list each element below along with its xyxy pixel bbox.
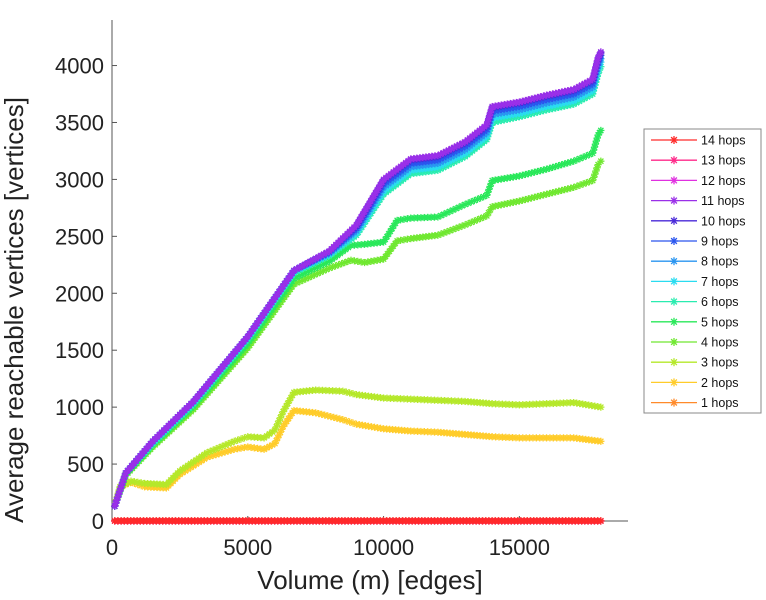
data-point-marker: [341, 258, 349, 267]
legend: 14 hops 13 hops 12 hops 11 hops 10 hops 9 hop…: [643, 128, 762, 414]
legend-label: 12 hops: [701, 174, 745, 188]
legend-label: 1 hops: [701, 396, 739, 410]
data-point-marker: [597, 48, 605, 56]
y-tick-label: 0: [92, 509, 104, 534]
legend-marker: [670, 378, 678, 387]
series-markers: [111, 58, 605, 510]
series-9-hops: [111, 51, 605, 510]
legend-marker: [670, 277, 678, 286]
y-tick-label: 3500: [55, 110, 104, 135]
series-markers: [111, 63, 605, 510]
series-14-hops: [111, 517, 605, 525]
data-point-marker: [597, 403, 605, 411]
series-markers: [111, 49, 605, 510]
y-tick-label: 2500: [55, 224, 104, 249]
legend-marker: [670, 216, 678, 225]
legend-marker: [670, 176, 678, 185]
x-tick-label: 10000: [353, 535, 414, 560]
series-10-hops: [111, 49, 605, 510]
series-markers: [111, 386, 605, 510]
y-tick-label: 4000: [55, 54, 104, 79]
series-line: [114, 160, 602, 507]
data-point-marker: [279, 408, 287, 416]
legend-box: [643, 128, 762, 414]
series-4-hops: [111, 157, 605, 510]
legend-label: 13 hops: [701, 154, 745, 168]
legend-label: 3 hops: [701, 356, 739, 370]
series-line: [114, 130, 602, 507]
legend-marker: [670, 297, 678, 306]
y-tick-label: 1000: [55, 395, 104, 420]
data-point-marker: [328, 263, 336, 271]
series-7-hops: [111, 58, 605, 510]
legend-label: 8 hops: [701, 255, 739, 269]
x-tick-label: 15000: [489, 535, 550, 560]
series-markers: [111, 517, 605, 525]
data-point-marker: [597, 517, 605, 525]
legend-marker: [670, 156, 678, 165]
legend-marker: [670, 257, 678, 266]
series-markers: [111, 406, 605, 510]
data-point-marker: [209, 446, 217, 454]
series-6-hops: [111, 63, 605, 510]
series-8-hops: [111, 55, 605, 510]
series-markers: [111, 55, 605, 510]
x-tick-label: 5000: [223, 535, 272, 560]
legend-marker: [670, 317, 678, 326]
series-2-hops: [111, 406, 605, 510]
data-point-marker: [234, 436, 242, 444]
legend-label: 2 hops: [701, 376, 739, 390]
y-tick-label: 3000: [55, 167, 104, 192]
legend-label: 10 hops: [701, 214, 745, 228]
series-markers: [111, 51, 605, 510]
legend-marker: [670, 136, 678, 144]
data-point-marker: [308, 272, 316, 280]
series-11-hops: [111, 48, 605, 510]
data-point-marker: [597, 437, 605, 445]
x-axis-label: Volume (m) [edges]: [257, 565, 482, 595]
data-point-marker: [288, 391, 297, 399]
series-5-hops: [111, 126, 605, 510]
series-lines: [111, 48, 605, 525]
series-markers: [111, 126, 605, 510]
tick-labels: 0 500 1000 1500 2000 2500 3000 3500 4000 0 5000 100…: [55, 54, 550, 560]
y-axis-label: Average reachable vertices [vertices]: [0, 97, 29, 523]
series-markers: [111, 157, 605, 510]
legend-marker: [670, 398, 678, 407]
legend-label: 5 hops: [701, 315, 739, 329]
series-markers: [111, 48, 605, 510]
legend-label: 6 hops: [701, 295, 739, 309]
legend-marker: [670, 338, 678, 346]
legend-label: 9 hops: [701, 235, 739, 249]
legend-label: 14 hops: [701, 134, 745, 148]
legend-marker: [670, 237, 678, 245]
x-tick-label: 0: [106, 535, 118, 560]
y-tick-label: 1500: [55, 338, 104, 363]
legend-label: 11 hops: [701, 194, 745, 208]
legend-label: 4 hops: [701, 336, 739, 350]
data-point-marker: [597, 126, 605, 135]
y-tick-label: 2000: [55, 281, 104, 306]
data-point-marker: [597, 157, 605, 165]
y-tick-label: 500: [67, 452, 104, 477]
legend-marker: [670, 358, 678, 367]
legend-marker: [670, 196, 678, 205]
legend-label: 7 hops: [701, 275, 739, 289]
series-3-hops: [111, 386, 605, 510]
